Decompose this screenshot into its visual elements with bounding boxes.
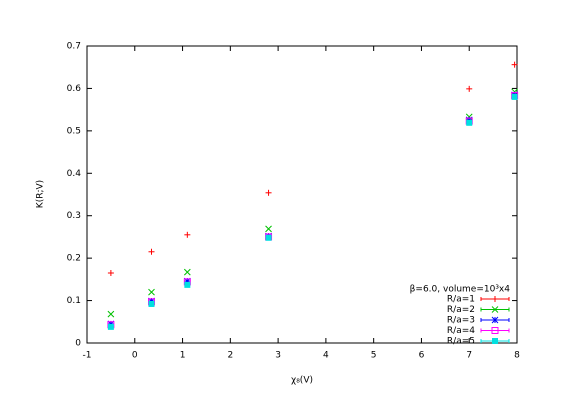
legend-marker (492, 296, 498, 302)
x-tick-label: 7 (466, 351, 472, 361)
legend-marker-box (492, 338, 498, 344)
point-box (511, 93, 518, 100)
point (466, 119, 473, 126)
x-tick-label: -1 (83, 351, 92, 361)
y-axis-label: K(R;V) (36, 180, 46, 208)
y-tick-label: 0.2 (67, 254, 81, 264)
point-box (265, 234, 272, 241)
point (148, 288, 155, 296)
point-stroke (148, 288, 155, 296)
point (265, 234, 272, 241)
x-tick-label: 4 (323, 351, 329, 361)
point (107, 269, 114, 276)
point (183, 268, 191, 276)
legend-marker (491, 316, 499, 324)
y-tick-label: 0.1 (67, 296, 81, 306)
point (511, 61, 518, 68)
y-tick-label: 0.4 (67, 169, 82, 179)
point-stroke (107, 310, 115, 318)
point-box (184, 281, 191, 288)
x-tick-label: 2 (227, 351, 233, 361)
x-tick-label: 0 (132, 351, 138, 361)
point (466, 85, 473, 92)
y-tick-label: 0.5 (67, 126, 81, 136)
point-box (466, 119, 473, 126)
legend-label: R/a=5 (447, 337, 475, 347)
legend-marker-box (491, 327, 499, 334)
plot-frame (86, 45, 518, 344)
legend-title: β=6.0, volume=10³x4 (410, 285, 511, 295)
y-tick-label: 0.6 (67, 84, 82, 94)
legend-marker-stroke (491, 316, 499, 324)
legend-label: R/a=4 (447, 326, 475, 336)
point-stroke (183, 268, 191, 276)
x-tick-label: 1 (180, 351, 186, 361)
legend-marker-stroke (491, 306, 499, 313)
x-tick-label: 6 (419, 351, 425, 361)
legend-marker (491, 327, 499, 334)
point (184, 281, 191, 288)
point (107, 310, 115, 318)
point (511, 93, 518, 100)
point (265, 225, 272, 233)
point (148, 300, 155, 307)
point-stroke (265, 225, 272, 233)
legend-marker (492, 338, 498, 344)
point-box (148, 300, 155, 307)
y-tick-label: 0.7 (67, 42, 81, 52)
point (265, 189, 272, 196)
x-tick-label: 8 (514, 351, 520, 361)
point (148, 248, 155, 255)
x-axis-label: χ₈(V) (291, 376, 313, 386)
x-tick-label: 5 (371, 351, 377, 361)
x-tick-label: 3 (275, 351, 281, 361)
legend-label: R/a=3 (447, 316, 475, 326)
point-box (107, 323, 114, 330)
legend-label: R/a=2 (447, 305, 475, 315)
y-tick-label: 0.3 (67, 211, 81, 221)
legend-label: R/a=1 (447, 295, 475, 305)
point (184, 231, 191, 238)
legend-marker (491, 306, 499, 313)
y-tick-label: 0 (75, 339, 81, 349)
point (107, 323, 114, 330)
